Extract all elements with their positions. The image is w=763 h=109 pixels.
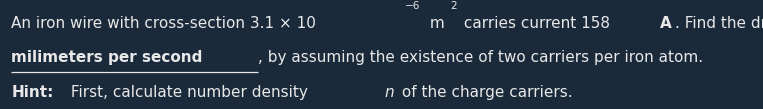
Text: −6: −6 xyxy=(405,1,420,11)
Text: of the charge carriers.: of the charge carriers. xyxy=(397,85,572,100)
Text: n: n xyxy=(385,85,394,100)
Text: 2: 2 xyxy=(450,1,457,11)
Text: . Find the drift velocity: . Find the drift velocity xyxy=(675,15,763,31)
Text: A: A xyxy=(660,15,671,31)
Text: , by assuming the existence of two carriers per iron atom.: , by assuming the existence of two carri… xyxy=(259,50,703,65)
Text: m: m xyxy=(425,15,444,31)
Text: Hint:: Hint: xyxy=(11,85,54,100)
Text: carries current 158: carries current 158 xyxy=(459,15,614,31)
Text: First, calculate number density: First, calculate number density xyxy=(66,85,313,100)
Text: An iron wire with cross-section 3.1 × 10: An iron wire with cross-section 3.1 × 10 xyxy=(11,15,317,31)
Text: milimeters per second: milimeters per second xyxy=(11,50,203,65)
